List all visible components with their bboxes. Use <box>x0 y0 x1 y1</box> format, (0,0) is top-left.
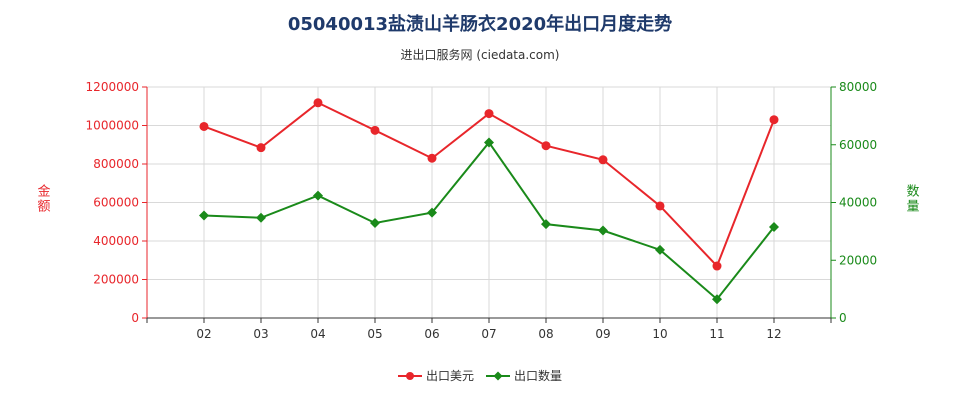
data-point <box>427 207 437 218</box>
x-tick-label: 05 <box>367 327 382 341</box>
legend: 出口美元 出口数量 <box>398 368 562 383</box>
left-tick-label: 0 <box>131 311 139 325</box>
x-tick-label: 11 <box>709 327 724 341</box>
right-tick-label: 0 <box>839 311 847 325</box>
right-tick-label: 40000 <box>839 196 877 210</box>
x-tick-label: 12 <box>766 327 781 341</box>
x-tick-label: 04 <box>310 327 325 341</box>
data-point <box>769 222 779 233</box>
chart-subtitle: 进出口服务网 (ciedata.com) <box>400 48 560 62</box>
left-tick-label: 200000 <box>93 273 139 287</box>
x-tick-label: 03 <box>253 327 268 341</box>
x-tick-label: 06 <box>424 327 439 341</box>
data-point <box>313 190 323 201</box>
left-tick-label: 800000 <box>93 157 139 171</box>
legend-marker <box>493 371 503 381</box>
data-point <box>256 143 266 153</box>
x-tick-label: 07 <box>481 327 496 341</box>
left-tick-label: 400000 <box>93 234 139 248</box>
data-point <box>541 141 551 151</box>
left-tick-label: 600000 <box>93 196 139 210</box>
data-point <box>370 125 380 135</box>
data-point <box>256 212 266 223</box>
data-point <box>313 98 323 108</box>
legend-label: 出口数量 <box>514 368 562 383</box>
data-point <box>598 225 608 236</box>
legend-marker <box>406 372 414 380</box>
left-axis-title: 金额 <box>37 184 50 215</box>
data-point <box>427 153 437 163</box>
x-tick-label: 09 <box>595 327 610 341</box>
data-point <box>712 261 722 271</box>
legend-label: 出口美元 <box>426 369 474 383</box>
left-tick-label: 1200000 <box>86 80 139 94</box>
right-tick-label: 20000 <box>839 253 877 267</box>
data-point <box>484 109 494 119</box>
data-point <box>769 115 779 125</box>
data-point <box>199 210 209 221</box>
chart-title: 05040013盐渍山羊肠衣2020年出口月度走势 <box>287 14 673 35</box>
right-axis-title: 数量 <box>906 185 919 215</box>
right-tick-label: 60000 <box>839 138 877 152</box>
x-tick-label: 02 <box>196 327 211 341</box>
right-tick-label: 80000 <box>839 80 877 94</box>
data-point <box>598 155 608 165</box>
data-point <box>712 294 722 305</box>
series-layer <box>199 98 779 305</box>
axes: 0200000400000600000800000100000012000000… <box>37 80 919 341</box>
data-point <box>370 218 380 229</box>
data-point <box>484 137 494 148</box>
x-tick-label: 08 <box>538 327 553 341</box>
x-tick-label: 10 <box>652 327 667 341</box>
left-tick-label: 1000000 <box>86 119 139 133</box>
data-point <box>655 201 665 211</box>
data-point <box>199 121 209 131</box>
data-point <box>541 219 551 230</box>
data-point <box>655 244 665 255</box>
